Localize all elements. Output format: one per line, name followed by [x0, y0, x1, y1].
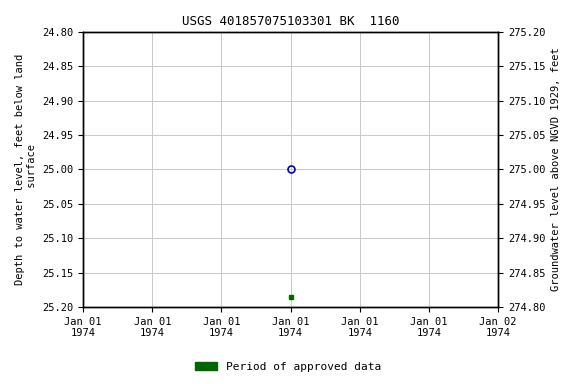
Legend: Period of approved data: Period of approved data	[191, 358, 385, 377]
Y-axis label: Depth to water level, feet below land
 surface: Depth to water level, feet below land su…	[15, 54, 37, 285]
Title: USGS 401857075103301 BK  1160: USGS 401857075103301 BK 1160	[182, 15, 399, 28]
Y-axis label: Groundwater level above NGVD 1929, feet: Groundwater level above NGVD 1929, feet	[551, 48, 561, 291]
